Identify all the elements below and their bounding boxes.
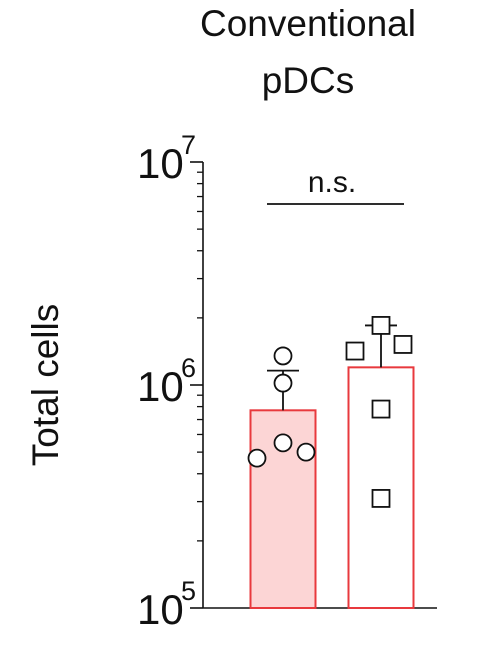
significance-annotation: n.s. <box>267 166 404 205</box>
data-point-circle <box>273 346 293 366</box>
data-point-square <box>345 341 365 361</box>
y-tick-exponent: 5 <box>181 576 196 606</box>
data-point-circle <box>247 448 267 468</box>
y-tick-label: 10 <box>137 586 184 633</box>
chart-title: Conventional pDCs <box>200 3 416 101</box>
data-point-square <box>371 489 391 508</box>
significance-label: n.s. <box>308 166 356 199</box>
data-point-circle <box>273 433 293 453</box>
chart-title-line-2: pDCs <box>262 60 355 101</box>
data-point-square <box>393 335 413 354</box>
data-point-square <box>371 316 391 335</box>
data-point-circle <box>273 373 293 393</box>
y-tick-exponent: 6 <box>181 353 196 383</box>
data-point-square <box>371 399 391 419</box>
data-point-circle <box>296 442 316 462</box>
chart-title-line-1: Conventional <box>200 3 416 44</box>
y-axis-label: Total cells <box>25 304 66 466</box>
y-tick-label: 10 <box>137 140 184 187</box>
y-tick-label: 10 <box>137 363 184 410</box>
y-tick-exponent: 7 <box>181 130 196 160</box>
data-points <box>247 316 413 508</box>
